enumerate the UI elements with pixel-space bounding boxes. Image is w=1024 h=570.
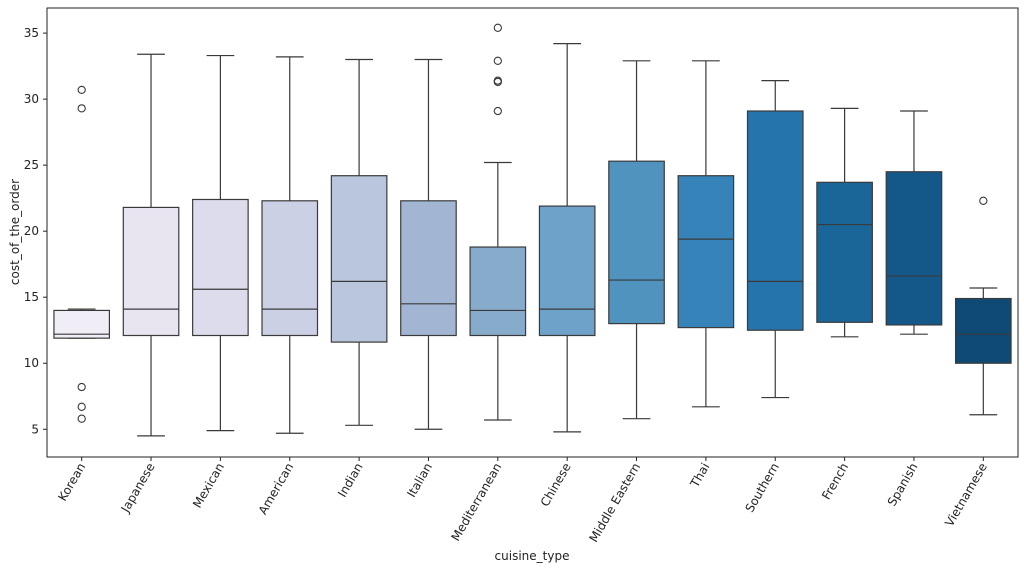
box-group	[192, 54, 249, 432]
box-iqr	[954, 297, 1012, 364]
y-tick-label: 25	[24, 158, 39, 172]
box-iqr	[53, 309, 111, 339]
box-group	[954, 196, 1012, 416]
box-group	[885, 110, 943, 335]
box-iqr	[746, 110, 804, 331]
outlier-point	[493, 106, 502, 116]
y-tick-label: 15	[24, 290, 39, 304]
x-tick-label: Mediterranean	[448, 460, 504, 543]
x-tick-label: Korean	[55, 461, 88, 504]
box-group	[53, 85, 111, 423]
box-group	[261, 56, 319, 434]
box-iqr	[261, 200, 319, 337]
box-group	[469, 23, 527, 421]
y-tick-label: 30	[24, 92, 39, 106]
y-tick-label: 10	[24, 356, 39, 370]
outlier-point	[77, 104, 86, 113]
box-iqr	[608, 160, 665, 325]
x-tick-label: Vietnamese	[942, 461, 990, 530]
box-iqr	[469, 246, 527, 337]
box-iqr	[538, 205, 596, 337]
y-tick-label: 35	[24, 26, 39, 40]
outlier-point	[77, 402, 86, 411]
boxes-layer	[53, 23, 1012, 437]
x-tick-label: Chinese	[538, 461, 574, 510]
box-iqr	[816, 181, 873, 323]
x-axis: Korean Japanese Mexican American Indian Itali…	[55, 457, 990, 545]
box-group	[746, 80, 804, 399]
box-group	[122, 53, 180, 437]
x-axis-title: cuisine_type	[495, 549, 570, 563]
x-tick-label: Spanish	[885, 461, 921, 509]
outlier-point	[493, 56, 502, 65]
box-iqr	[677, 175, 735, 329]
outlier-point	[77, 85, 86, 95]
outlier-point	[493, 23, 502, 32]
y-tick-label: 5	[31, 422, 39, 436]
x-tick-label: Mexican	[190, 461, 227, 511]
box-group	[608, 60, 665, 420]
box-group	[330, 58, 388, 426]
box-group	[400, 58, 457, 430]
box-iqr	[400, 200, 457, 337]
y-tick-label: 20	[24, 224, 39, 238]
outlier-point	[493, 77, 502, 87]
box-iqr	[192, 198, 249, 337]
x-tick-label: French	[819, 461, 851, 503]
x-tick-label: Thai	[687, 461, 712, 491]
box-iqr	[122, 206, 180, 337]
outlier-point	[77, 414, 86, 423]
x-tick-label: Middle Eastern	[586, 461, 643, 545]
y-axis-title: cost_of_the_order	[8, 179, 22, 285]
outlier-point	[979, 196, 988, 205]
box-iqr	[330, 175, 388, 343]
x-tick-label: Italian	[404, 461, 435, 500]
x-tick-label: American	[256, 461, 297, 517]
x-tick-label: Southern	[742, 461, 781, 515]
box-group	[816, 107, 873, 338]
y-axis: 5 10 15 20 25 30 35	[24, 26, 47, 436]
box-iqr	[885, 171, 943, 326]
x-tick-label: Indian	[335, 461, 366, 500]
x-tick-label: Japanese	[118, 461, 158, 516]
outlier-point	[77, 382, 86, 392]
box-group	[677, 60, 735, 408]
box-group	[538, 43, 596, 433]
